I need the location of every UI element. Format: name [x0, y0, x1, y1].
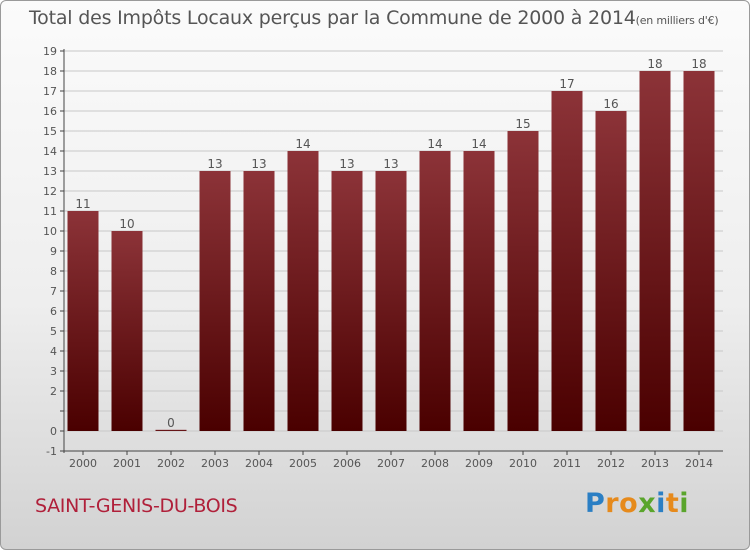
y-tick-label: 5	[50, 325, 57, 338]
y-tick-label: 11	[43, 205, 57, 218]
bar	[155, 429, 187, 431]
y-tick-label: 14	[43, 145, 57, 158]
bar-value-label: 10	[119, 217, 134, 231]
y-tick-label: 7	[50, 285, 57, 298]
bar-value-label: 17	[559, 77, 574, 91]
bar-value-label: 0	[167, 416, 175, 430]
bar-value-label: 15	[515, 117, 530, 131]
chart-title-text: Total des Impôts Locaux perçus par la Co…	[29, 7, 636, 29]
bar	[639, 71, 671, 431]
x-tick-label: 2008	[421, 457, 449, 470]
bar-value-label: 18	[691, 57, 706, 71]
bar	[595, 111, 627, 431]
x-tick-label: 2003	[201, 457, 229, 470]
bar-value-label: 18	[647, 57, 662, 71]
y-tick-label: 18	[43, 65, 57, 78]
bar	[419, 151, 451, 431]
y-tick-label: 0	[50, 425, 57, 438]
x-tick-label: 2000	[69, 457, 97, 470]
brand-letter: t	[665, 488, 680, 519]
x-tick-label: 2002	[157, 457, 185, 470]
bar-value-label: 13	[383, 157, 398, 171]
bar-value-label: 13	[251, 157, 266, 171]
x-tick-label: 2006	[333, 457, 361, 470]
bar	[375, 171, 407, 431]
y-tick-label: 9	[50, 245, 57, 258]
x-tick-label: 2013	[641, 457, 669, 470]
bar-value-label: 16	[603, 97, 618, 111]
commune-name: SAINT-GENIS-DU-BOIS	[35, 495, 238, 517]
x-tick-label: 2007	[377, 457, 405, 470]
bar	[463, 151, 495, 431]
brand-letter: r	[605, 488, 620, 519]
y-tick-label: 6	[50, 305, 57, 318]
y-tick-label: 15	[43, 125, 57, 138]
y-tick-label: 3	[50, 365, 57, 378]
bar	[507, 131, 539, 431]
y-tick-label: 19	[43, 45, 57, 58]
y-tick-label: 12	[43, 185, 57, 198]
bar-value-label: 13	[207, 157, 222, 171]
bar	[67, 211, 99, 431]
bar	[683, 71, 715, 431]
brand-letter: i	[656, 488, 666, 519]
x-tick-label: 2010	[509, 457, 537, 470]
y-tick-label: 17	[43, 85, 57, 98]
x-tick-label: 2009	[465, 457, 493, 470]
x-tick-label: 2011	[553, 457, 581, 470]
bar-value-label: 14	[295, 137, 310, 151]
bar-value-label: 14	[471, 137, 486, 151]
y-tick-label: 10	[43, 225, 57, 238]
proxiti-logo: Proxiti	[585, 488, 689, 519]
y-tick-label: -1	[46, 445, 57, 458]
x-tick-label: 2014	[685, 457, 713, 470]
chart-title-unit: (en milliers d'€)	[635, 14, 719, 27]
brand-letter: i	[679, 488, 690, 519]
brand-letter: P	[585, 488, 606, 519]
y-tick-label: 8	[50, 265, 57, 278]
chart-title: Total des Impôts Locaux perçus par la Co…	[29, 7, 719, 29]
y-tick-label: 13	[43, 165, 57, 178]
brand-letter: o	[619, 488, 639, 519]
bar	[243, 171, 275, 431]
y-tick-label: 2	[50, 385, 57, 398]
bar-value-label: 11	[75, 197, 90, 211]
y-tick-label: 16	[43, 105, 57, 118]
bar-value-label: 14	[427, 137, 442, 151]
x-tick-label: 2004	[245, 457, 273, 470]
x-tick-label: 2001	[113, 457, 141, 470]
bar	[111, 231, 143, 431]
x-tick-label: 2005	[289, 457, 317, 470]
bar-value-label: 13	[339, 157, 354, 171]
brand-letter: x	[638, 488, 657, 519]
y-tick-label: 4	[50, 345, 57, 358]
bar	[199, 171, 231, 431]
bar	[287, 151, 319, 431]
bar	[551, 91, 583, 431]
x-tick-label: 2012	[597, 457, 625, 470]
bar	[331, 171, 363, 431]
